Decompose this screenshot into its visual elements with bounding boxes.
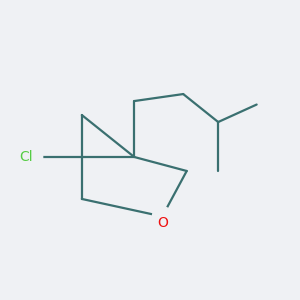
Circle shape: [152, 207, 172, 226]
Text: O: O: [157, 216, 168, 230]
Text: Cl: Cl: [19, 150, 33, 164]
Circle shape: [23, 147, 43, 167]
